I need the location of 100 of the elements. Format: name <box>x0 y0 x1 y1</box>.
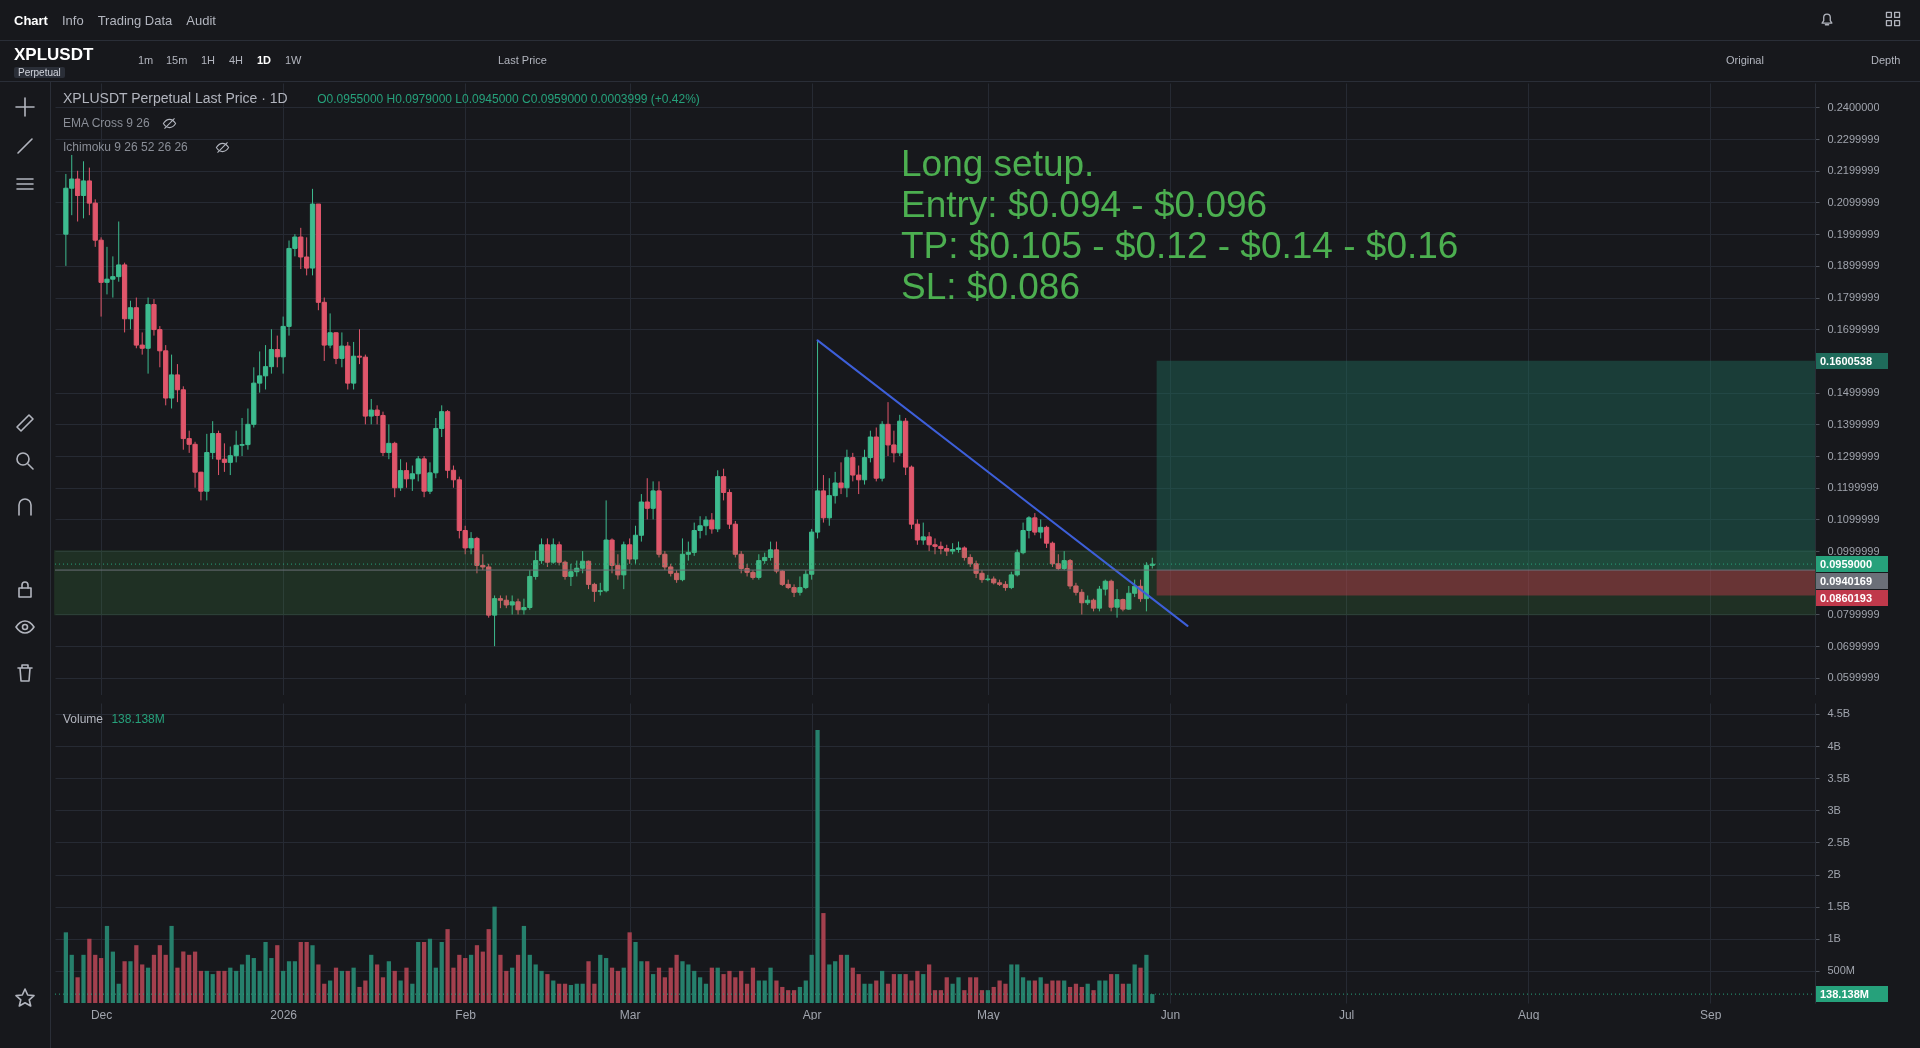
bar <box>791 990 797 1003</box>
bar <box>856 974 861 1003</box>
candlestick <box>544 537 551 568</box>
candlestick <box>650 480 656 520</box>
text: Original <box>1726 54 1764 66</box>
bar <box>145 967 151 1003</box>
text: Audit <box>186 12 216 28</box>
bar <box>110 951 115 1003</box>
x-tick-label: Mar <box>619 1007 641 1022</box>
bar <box>339 970 345 1003</box>
candlestick <box>627 537 633 565</box>
bar <box>927 964 932 1003</box>
candlestick <box>74 170 81 222</box>
y-tick-label: 500M <box>1827 964 1856 977</box>
y-tick-label: 4B <box>1827 739 1841 752</box>
bar <box>157 945 162 1003</box>
bar <box>292 961 298 1003</box>
text: 15m <box>166 54 188 66</box>
bar <box>140 964 145 1003</box>
bar <box>474 945 480 1003</box>
bar <box>310 945 315 1003</box>
bar <box>122 961 127 1003</box>
bar <box>228 967 233 1003</box>
bar <box>703 983 709 1003</box>
bar <box>75 977 80 1003</box>
bar <box>169 925 174 1003</box>
bar <box>404 967 409 1003</box>
text: O0.0955000 H0.0979000 L0.0945000 C0.0959000 0.0003999 (+0.42%) <box>317 92 700 106</box>
y-tick-label: 0.1099999 <box>1827 512 1880 525</box>
band-label: 0.0860193 <box>1816 590 1888 607</box>
y-tick-label: 1.5B <box>1827 900 1851 913</box>
bar <box>304 941 309 1003</box>
ref-line-label: 0.0940169 <box>1816 573 1888 590</box>
band-label: 0.1600538 <box>1816 352 1888 369</box>
bar <box>1091 990 1096 1003</box>
bar <box>81 954 86 1003</box>
candlestick <box>80 160 87 219</box>
y-tick-label: 1B <box>1827 932 1841 945</box>
bar <box>128 961 133 1003</box>
bar <box>1073 983 1079 1003</box>
bar <box>750 967 756 1003</box>
bar <box>962 990 967 1003</box>
bar <box>797 986 803 1003</box>
candlestick <box>838 461 844 495</box>
bar <box>1067 986 1073 1003</box>
bar <box>968 977 973 1003</box>
bar <box>192 951 198 1003</box>
bar <box>433 967 438 1003</box>
candlestick <box>1114 588 1120 619</box>
bar <box>392 970 397 1003</box>
bar <box>521 925 527 1003</box>
y-tick-label: 2B <box>1827 868 1841 881</box>
y-tick-label: 0.2199999 <box>1827 164 1880 177</box>
y-tick-label: 0.2400000 <box>1827 100 1880 113</box>
annotation: EMA Cross 9 26 <box>63 116 151 130</box>
bar <box>69 954 74 1003</box>
bar <box>333 967 339 1003</box>
y-tick-label: 0.1999999 <box>1827 227 1880 240</box>
y-tick-label: 0.1699999 <box>1827 322 1880 335</box>
bar <box>627 932 632 1003</box>
bar <box>187 954 192 1003</box>
bar <box>580 983 585 1003</box>
bar <box>151 954 157 1003</box>
bar <box>245 954 251 1003</box>
bar <box>1038 977 1043 1003</box>
bar <box>739 970 744 1003</box>
bar <box>932 990 938 1003</box>
y-tick-label: 0.0599999 <box>1827 671 1880 684</box>
bar <box>985 990 990 1003</box>
y-tick-label: 0.0999999 <box>1827 544 1880 557</box>
text: Perpetual <box>14 67 65 78</box>
annotation: TP: $0.105 - $0.12 - $0.14 - $0.16 <box>901 225 1459 266</box>
bar <box>410 983 415 1003</box>
candlestick <box>274 335 280 368</box>
bar <box>827 964 832 1003</box>
ref-line-label: 0.0959000 <box>1816 556 1888 573</box>
bar <box>463 958 468 1003</box>
candlestick <box>397 458 404 492</box>
bar <box>650 974 656 1003</box>
candlestick <box>403 461 410 489</box>
y-tick-label: 0.2099999 <box>1827 195 1880 208</box>
bar <box>662 977 667 1003</box>
bar <box>621 967 626 1003</box>
bar <box>527 954 532 1003</box>
y-tick-label: 0.1299999 <box>1827 449 1880 462</box>
bar <box>98 958 104 1003</box>
annotation: Entry: $0.094 - $0.096 <box>901 184 1268 225</box>
y-tick-label: 3B <box>1827 803 1841 816</box>
bar <box>885 983 891 1003</box>
candlestick <box>368 398 374 425</box>
annotation: Ichimoku 9 26 52 26 26 <box>63 140 189 154</box>
bar <box>645 961 650 1003</box>
candlestick <box>1038 518 1044 539</box>
bar <box>874 980 879 1003</box>
y-tick-label: 0.1199999 <box>1827 481 1879 494</box>
bar <box>374 964 380 1003</box>
bar <box>486 929 491 1003</box>
text: XPLUSDT <box>14 45 94 65</box>
candlestick <box>1032 512 1038 536</box>
bar <box>210 974 215 1003</box>
